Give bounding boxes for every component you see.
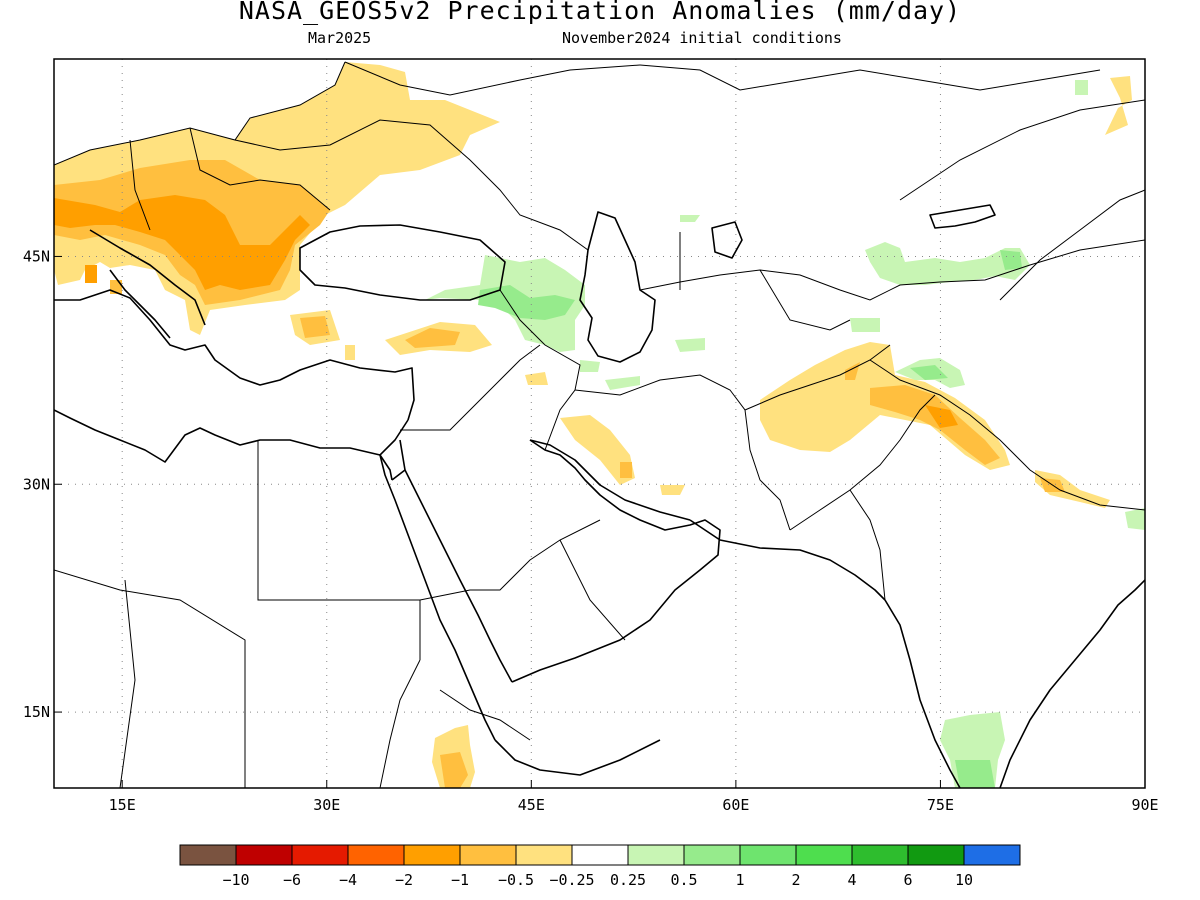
colorbar-swatch	[347, 844, 405, 866]
colorbar-label: −4	[339, 871, 357, 889]
colorbar-label: 2	[791, 871, 800, 889]
anomaly-turkey-light	[290, 310, 492, 360]
anomaly-kashmir-wet	[895, 358, 1145, 530]
x-axis: 15E 30E 45E 60E 75E 90E	[109, 780, 1159, 814]
x-tick-label: 90E	[1131, 796, 1158, 814]
colorbar-swatch	[907, 844, 965, 866]
colorbar-swatch	[627, 844, 685, 866]
anomaly-europe-strong	[54, 195, 310, 290]
colorbar-swatch	[403, 844, 461, 866]
colorbar-swatch	[179, 844, 237, 866]
colorbar-label: −6	[283, 871, 301, 889]
colorbar-swatch	[291, 844, 349, 866]
y-axis: 45N 30N 15N	[23, 247, 62, 721]
colorbar-swatch	[515, 844, 573, 866]
colorbar-label: 10	[955, 871, 973, 889]
anomaly-afghan-light	[760, 76, 1132, 508]
x-tick-label: 45E	[518, 796, 545, 814]
y-tick-label: 15N	[23, 703, 50, 721]
colorbar-label: −2	[395, 871, 413, 889]
lead-month-label: Mar2025	[308, 29, 372, 47]
y-tick-label: 45N	[23, 247, 50, 265]
colorbar-label: −0.5	[498, 871, 534, 889]
country-borders	[54, 61, 1145, 788]
colorbar-label: 6	[903, 871, 912, 889]
colorbar-label: 0.5	[670, 871, 697, 889]
colorbar-swatch	[235, 844, 293, 866]
y-tick-label: 30N	[23, 475, 50, 493]
colorbar-swatch	[851, 844, 909, 866]
coastlines	[54, 204, 1145, 788]
colorbar-swatch	[795, 844, 853, 866]
colorbar-label: 1	[735, 871, 744, 889]
colorbar-swatch	[963, 844, 1021, 866]
colorbar: −10 −6 −4 −2 −1 −0.5 −0.25 0.25 0.5 1 2 4 6 10	[179, 844, 1021, 889]
x-tick-label: 60E	[722, 796, 749, 814]
colorbar-label: 0.25	[610, 871, 646, 889]
map-frame	[53, 58, 1146, 789]
anomaly-turkey-medium	[300, 316, 460, 348]
anomaly-centralasia-light	[850, 80, 1088, 332]
colorbar-label: −10	[222, 871, 249, 889]
colorbar-label: −0.25	[549, 871, 594, 889]
map-title: NASA_GEOS5v2 Precipitation Anomalies (mm…	[238, 0, 962, 25]
colorbar-swatch	[683, 844, 741, 866]
graticule	[54, 59, 1145, 788]
colorbar-label: −1	[451, 871, 469, 889]
anomaly-iran-light	[525, 372, 685, 495]
colorbar-swatch	[739, 844, 797, 866]
x-tick-label: 30E	[313, 796, 340, 814]
colorbar-label: 4	[847, 871, 856, 889]
anomaly-field	[54, 62, 1145, 788]
anomaly-afghan-medium	[845, 362, 1065, 492]
colorbar-swatch	[571, 844, 629, 866]
initial-conditions-label: November2024 initial conditions	[562, 29, 842, 47]
x-tick-label: 75E	[927, 796, 954, 814]
x-tick-label: 15E	[109, 796, 136, 814]
colorbar-swatch	[459, 844, 517, 866]
